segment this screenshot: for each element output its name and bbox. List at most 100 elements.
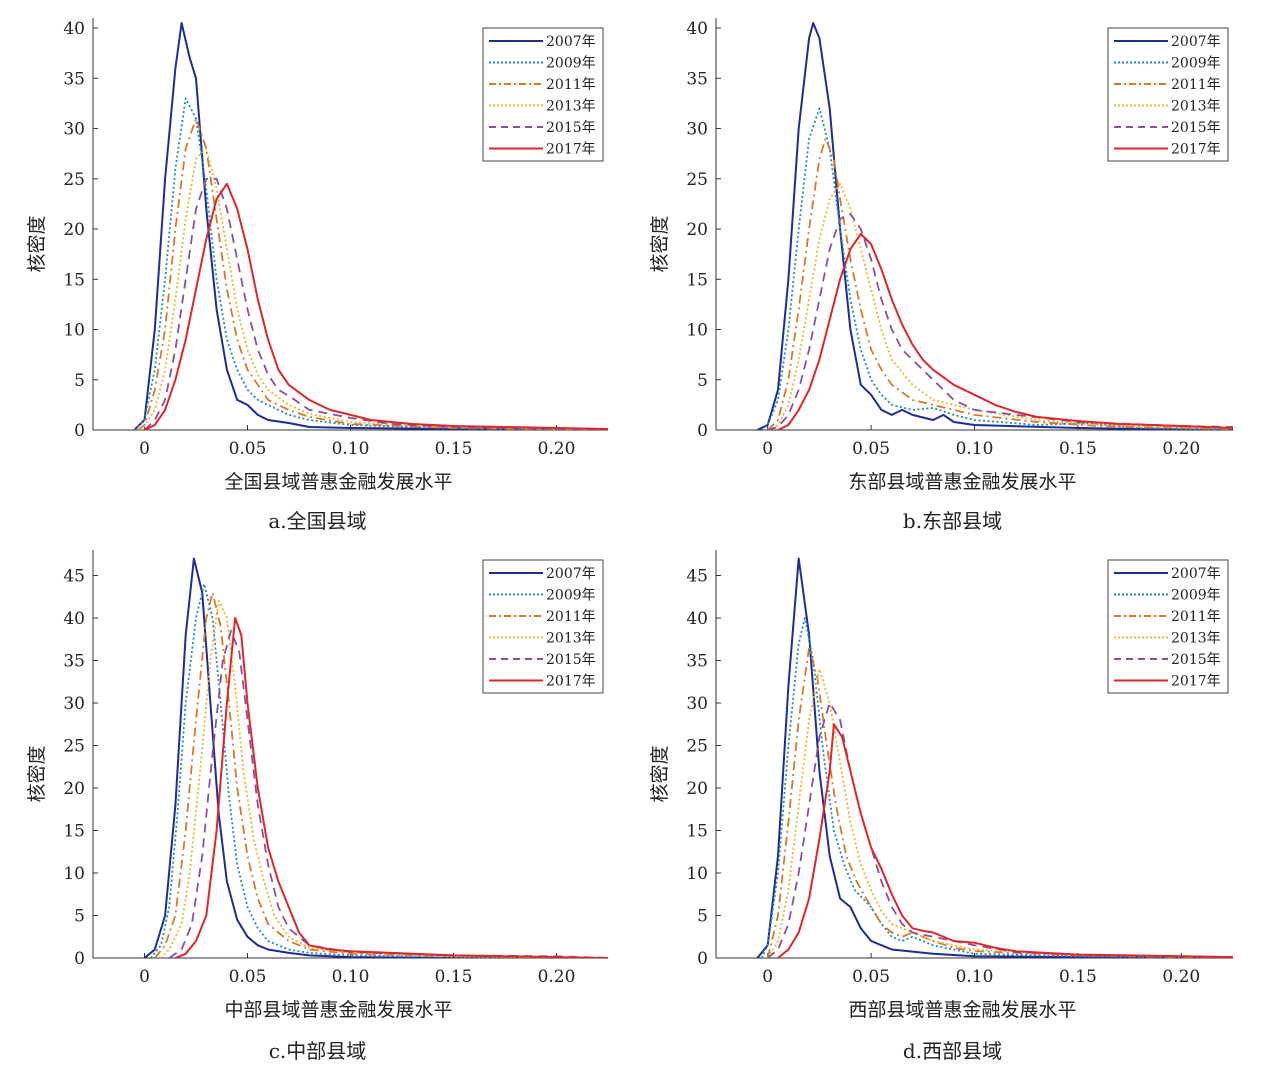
y-tick-label: 20 [686, 779, 708, 799]
legend-label: 2013年 [1171, 99, 1221, 115]
series-line-2015 [767, 702, 1233, 958]
x-tick-label: 0 [139, 439, 150, 459]
series-line-2015 [143, 177, 608, 430]
legend-box [1107, 559, 1229, 694]
legend-label: 2017年 [1171, 674, 1221, 690]
y-tick-label: 25 [686, 170, 708, 190]
legend-label: 2015年 [1171, 652, 1221, 668]
series-line-2013 [767, 182, 1233, 430]
x-tick-label: 0.10 [956, 439, 994, 459]
legend-label: 2011年 [546, 609, 596, 625]
kde-chart-c: 0 5 10 15 20 25 30 35 40 45 0 0.05 0.10 0.15 0.20 中部县域普… [26, 550, 608, 1021]
y-axis-label: 核密度 [649, 745, 671, 802]
legend-label: 2017年 [1171, 142, 1221, 158]
legend: 2007年 2009年 2011年 2013年 2015年 2017年 [482, 559, 604, 694]
series-line-2009 [150, 583, 608, 958]
legend: 2007年 2009年 2011年 2013年 2015年 2017年 [1107, 27, 1229, 162]
kde-chart-d: 0 5 10 15 20 25 30 35 40 45 0 0.05 0.10 0.15 0.20 西部县域普… [649, 550, 1233, 1021]
series-line-2011 [137, 117, 608, 430]
y-tick-label: 0 [74, 949, 85, 969]
legend-label: 2009年 [546, 56, 596, 72]
legend-box [482, 27, 604, 162]
y-tick-label: 15 [686, 822, 708, 842]
y-tick-label: 5 [74, 907, 85, 927]
y-tick-label: 0 [697, 421, 708, 441]
series-line-2011 [766, 646, 1233, 958]
x-tick-label: 0.10 [956, 967, 994, 987]
series-line-2017 [175, 617, 608, 958]
series-line-2007 [756, 557, 1233, 958]
y-tick-label: 0 [74, 421, 85, 441]
y-tick-label: 30 [686, 694, 708, 714]
x-axis-label: 中部县域普惠金融发展水平 [224, 999, 452, 1021]
caption-a: a.全国县域 [268, 509, 367, 533]
legend-label: 2011年 [1171, 609, 1221, 625]
x-tick-label: 0 [139, 967, 150, 987]
chart-panel-b: 0 5 10 15 20 25 30 35 40 0 0.05 0.10 0.15 0.20 东部县域普惠金… [635, 0, 1270, 533]
y-axis-label: 核密度 [26, 215, 48, 272]
y-tick-label: 15 [63, 822, 85, 842]
x-tick-label: 0.15 [435, 967, 473, 987]
y-tick-label: 20 [63, 779, 85, 799]
series-line-2007 [756, 22, 1233, 430]
x-tick-label: 0.05 [852, 439, 890, 459]
y-tick-label: 20 [686, 220, 708, 240]
y-tick-label: 15 [686, 270, 708, 290]
y-axis-label: 核密度 [649, 215, 671, 272]
y-tick-label: 30 [686, 120, 708, 140]
legend: 2007年 2009年 2011年 2013年 2015年 2017年 [1107, 559, 1229, 694]
caption-c: c.中部县域 [268, 1039, 367, 1063]
kde-chart-a: 0 5 10 15 20 25 30 35 40 0 0.05 0.10 0.15 0.20 全国县域普惠金… [26, 18, 608, 493]
legend-label: 2007年 [1171, 566, 1221, 582]
legend-label: 2011年 [1171, 77, 1221, 93]
x-tick-label: 0 [762, 967, 773, 987]
legend-label: 2015年 [546, 120, 596, 136]
x-tick-label: 0.05 [229, 439, 267, 459]
y-tick-label: 40 [63, 609, 85, 629]
legend-label: 2015年 [1171, 120, 1221, 136]
series-line-2017 [777, 723, 1233, 958]
x-axis-label: 东部县域普惠金融发展水平 [848, 471, 1076, 493]
caption-d: d.西部县域 [902, 1039, 1003, 1063]
y-tick-label: 45 [686, 567, 708, 587]
series-line-2009 [760, 617, 1233, 958]
x-tick-label: 0.05 [852, 967, 890, 987]
x-tick-label: 0.05 [229, 967, 267, 987]
y-tick-label: 10 [63, 321, 85, 341]
legend-label: 2013年 [546, 99, 596, 115]
legend-label: 2009年 [546, 588, 596, 604]
legend-box [1107, 27, 1229, 162]
series-line-2013 [766, 668, 1233, 958]
legend-label: 2009年 [1171, 588, 1221, 604]
x-tick-label: 0.20 [538, 967, 576, 987]
caption-b: b.东部县域 [902, 509, 1003, 533]
chart-panel-c: 0 5 10 15 20 25 30 35 40 45 0 0.05 0.10 0.15 0.20 中部县域普… [0, 532, 635, 1065]
legend-label: 2009年 [1171, 56, 1221, 72]
y-tick-label: 30 [63, 120, 85, 140]
x-axis-label: 西部县域普惠金融发展水平 [848, 999, 1076, 1021]
series-line-2007 [143, 557, 608, 958]
x-tick-label: 0 [762, 439, 773, 459]
x-tick-label: 0.15 [1059, 967, 1097, 987]
y-tick-label: 40 [686, 19, 708, 39]
series-line-2011 [154, 591, 608, 958]
legend-label: 2013年 [1171, 631, 1221, 647]
series-line-2017 [144, 182, 608, 430]
y-tick-label: 5 [697, 371, 708, 391]
y-tick-label: 0 [697, 949, 708, 969]
series-line-2017 [777, 233, 1233, 430]
kde-chart-b: 0 5 10 15 20 25 30 35 40 0 0.05 0.10 0.15 0.20 东部县域普惠金… [649, 18, 1233, 493]
x-axis-label: 全国县域普惠金融发展水平 [224, 471, 452, 493]
x-tick-label: 0.15 [435, 439, 473, 459]
legend-label: 2015年 [546, 652, 596, 668]
y-axis-label: 核密度 [26, 745, 48, 802]
y-tick-label: 35 [63, 69, 85, 89]
y-tick-label: 40 [63, 19, 85, 39]
y-tick-label: 25 [63, 170, 85, 190]
legend-box [482, 559, 604, 694]
x-tick-label: 0.15 [1059, 439, 1097, 459]
series-line-2013 [160, 600, 608, 958]
y-tick-label: 5 [697, 907, 708, 927]
legend-label: 2007年 [546, 34, 596, 50]
x-tick-label: 0.10 [332, 967, 370, 987]
